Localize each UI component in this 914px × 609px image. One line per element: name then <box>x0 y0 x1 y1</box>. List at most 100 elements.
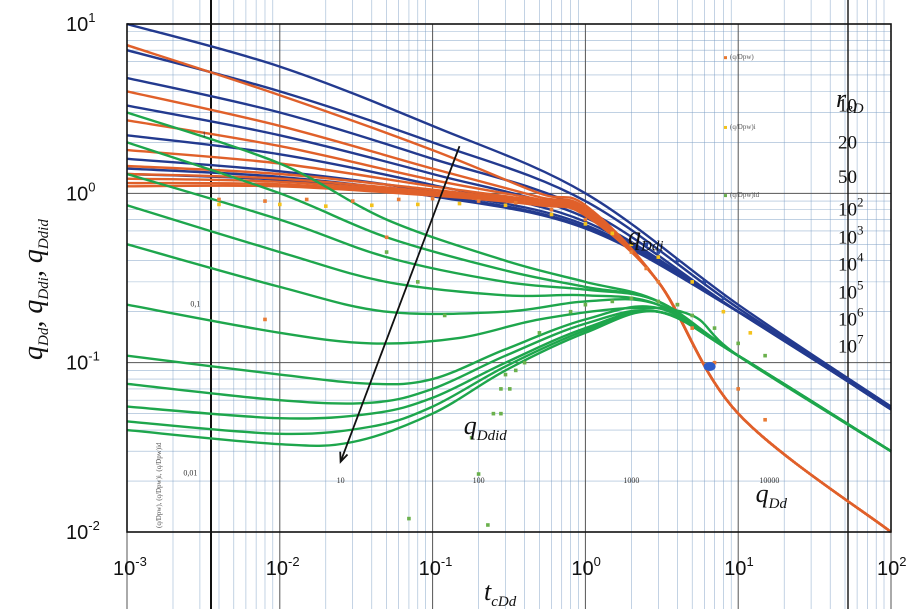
reD-value-exp: 2 <box>857 195 864 210</box>
data-point-orange <box>396 197 401 202</box>
data-point-green <box>507 387 512 391</box>
field-data-points <box>217 196 767 527</box>
overlay-label: 100 <box>473 476 485 485</box>
reD-value: 10 <box>838 96 857 117</box>
reD-value: 107 <box>838 331 864 357</box>
data-point-yellow <box>721 309 726 314</box>
y-axis-label-sub: Ddi <box>36 277 52 301</box>
overlay-label: 10 <box>337 476 345 485</box>
reD-value-base: 10 <box>838 254 857 275</box>
data-point-green <box>583 302 588 307</box>
data-point-yellow <box>457 201 462 206</box>
reD-value: 104 <box>838 249 864 275</box>
x-tick-label-base: 10 <box>571 558 593 580</box>
data-point-orange <box>736 387 740 391</box>
y-tick-label-exp: 1 <box>88 10 95 25</box>
data-point-orange <box>690 326 695 330</box>
data-point-green <box>522 360 527 365</box>
data-point-orange <box>430 196 435 201</box>
reD-value: 50 <box>838 167 857 188</box>
reD-value-base: 10 <box>838 282 857 303</box>
increasing-reD-arrow <box>339 145 461 464</box>
data-point-green <box>610 299 615 304</box>
x-tick-label-exp: 1 <box>746 554 753 569</box>
data-point-yellow <box>217 202 221 207</box>
x-tick-label: 100 <box>571 554 600 580</box>
curve-label-dd-main: q <box>756 479 769 508</box>
data-point-yellow <box>629 242 634 247</box>
y-tick-label-exp: -1 <box>88 349 100 364</box>
data-point-orange <box>217 197 221 202</box>
overlay-label: 10000 <box>759 476 779 485</box>
y-tick-label: 10-1 <box>66 349 100 375</box>
y-axis-label: qDd, qDdi, qDdid <box>18 219 52 360</box>
overlay-legend-marker <box>724 56 727 60</box>
x-tick-label-exp: 2 <box>899 554 906 569</box>
data-point-yellow <box>503 203 508 208</box>
data-point-yellow <box>278 202 282 207</box>
data-point-orange <box>476 199 481 203</box>
reD-value-base: 10 <box>838 96 857 117</box>
plot-frame <box>126 23 892 533</box>
x-tick-label-base: 10 <box>113 558 135 580</box>
overlay-label: 1 <box>202 130 206 139</box>
data-point-orange <box>656 280 661 284</box>
data-point-green <box>442 313 447 318</box>
data-point-orange <box>263 199 267 203</box>
y-tick-label: 10-2 <box>66 518 100 544</box>
x-tick-label-exp: 0 <box>594 554 601 569</box>
data-point-yellow <box>415 202 420 207</box>
x-tick-label: 101 <box>724 554 753 580</box>
x-tick-label-exp: -2 <box>288 554 300 569</box>
curve-qDd-8 <box>126 44 892 533</box>
curve-qDdid-27 <box>126 309 892 453</box>
reD-value-exp: 4 <box>857 249 864 264</box>
reD-value: 20 <box>838 132 857 153</box>
major-grid <box>126 23 892 609</box>
data-point-blue <box>702 280 707 284</box>
x-tick-label-exp: -3 <box>135 554 147 569</box>
y-tick-label: 101 <box>66 10 95 36</box>
curve-label-ddid-main: q <box>464 411 477 440</box>
y-axis-label-var: q <box>18 249 49 263</box>
x-tick-label-base: 10 <box>419 558 441 580</box>
data-point-orange <box>350 199 355 203</box>
data-point-blue <box>656 250 661 254</box>
curve-label-ddi: qDdi <box>628 221 664 254</box>
reD-value-base: 50 <box>838 167 857 188</box>
reD-value-exp: 5 <box>857 277 864 292</box>
data-point-green <box>486 523 490 527</box>
data-point-green <box>384 250 389 254</box>
data-point-yellow <box>583 222 588 226</box>
data-point-orange <box>644 266 649 271</box>
data-point-green <box>415 280 420 284</box>
data-point-green <box>690 313 695 318</box>
overlay-legend-label: (q/Dpw) <box>730 53 754 61</box>
data-point-yellow <box>549 212 554 217</box>
overlay-label: 0,01 <box>183 469 197 478</box>
overlay-legend-marker <box>724 194 727 198</box>
reD-title-main: r <box>836 84 847 113</box>
reD-value-base: 10 <box>838 309 857 330</box>
data-point-yellow <box>748 331 753 335</box>
data-point-green <box>656 299 661 304</box>
arrow-head <box>339 451 349 464</box>
reD-title: reD <box>836 84 864 117</box>
data-point-green <box>629 296 634 301</box>
x-tick-label-base: 10 <box>877 558 899 580</box>
reD-value-base: 10 <box>838 336 857 357</box>
curve-label-ddid-sub: Ddid <box>476 428 508 444</box>
curve-qDdi-1 <box>126 49 892 408</box>
curve-label-ddid: qDdid <box>464 411 508 444</box>
reD-value-exp: 3 <box>857 222 864 237</box>
data-point-orange <box>629 250 634 254</box>
reD-value-exp: 6 <box>857 304 864 319</box>
data-point-green <box>568 309 573 314</box>
x-tick-label: 102 <box>877 554 906 580</box>
data-point-green <box>537 331 542 335</box>
data-point-green <box>763 353 767 358</box>
curve-label-dd: qDd <box>756 479 788 512</box>
reD-value-base: 20 <box>838 132 857 153</box>
x-tick-label: 10-1 <box>419 554 453 580</box>
